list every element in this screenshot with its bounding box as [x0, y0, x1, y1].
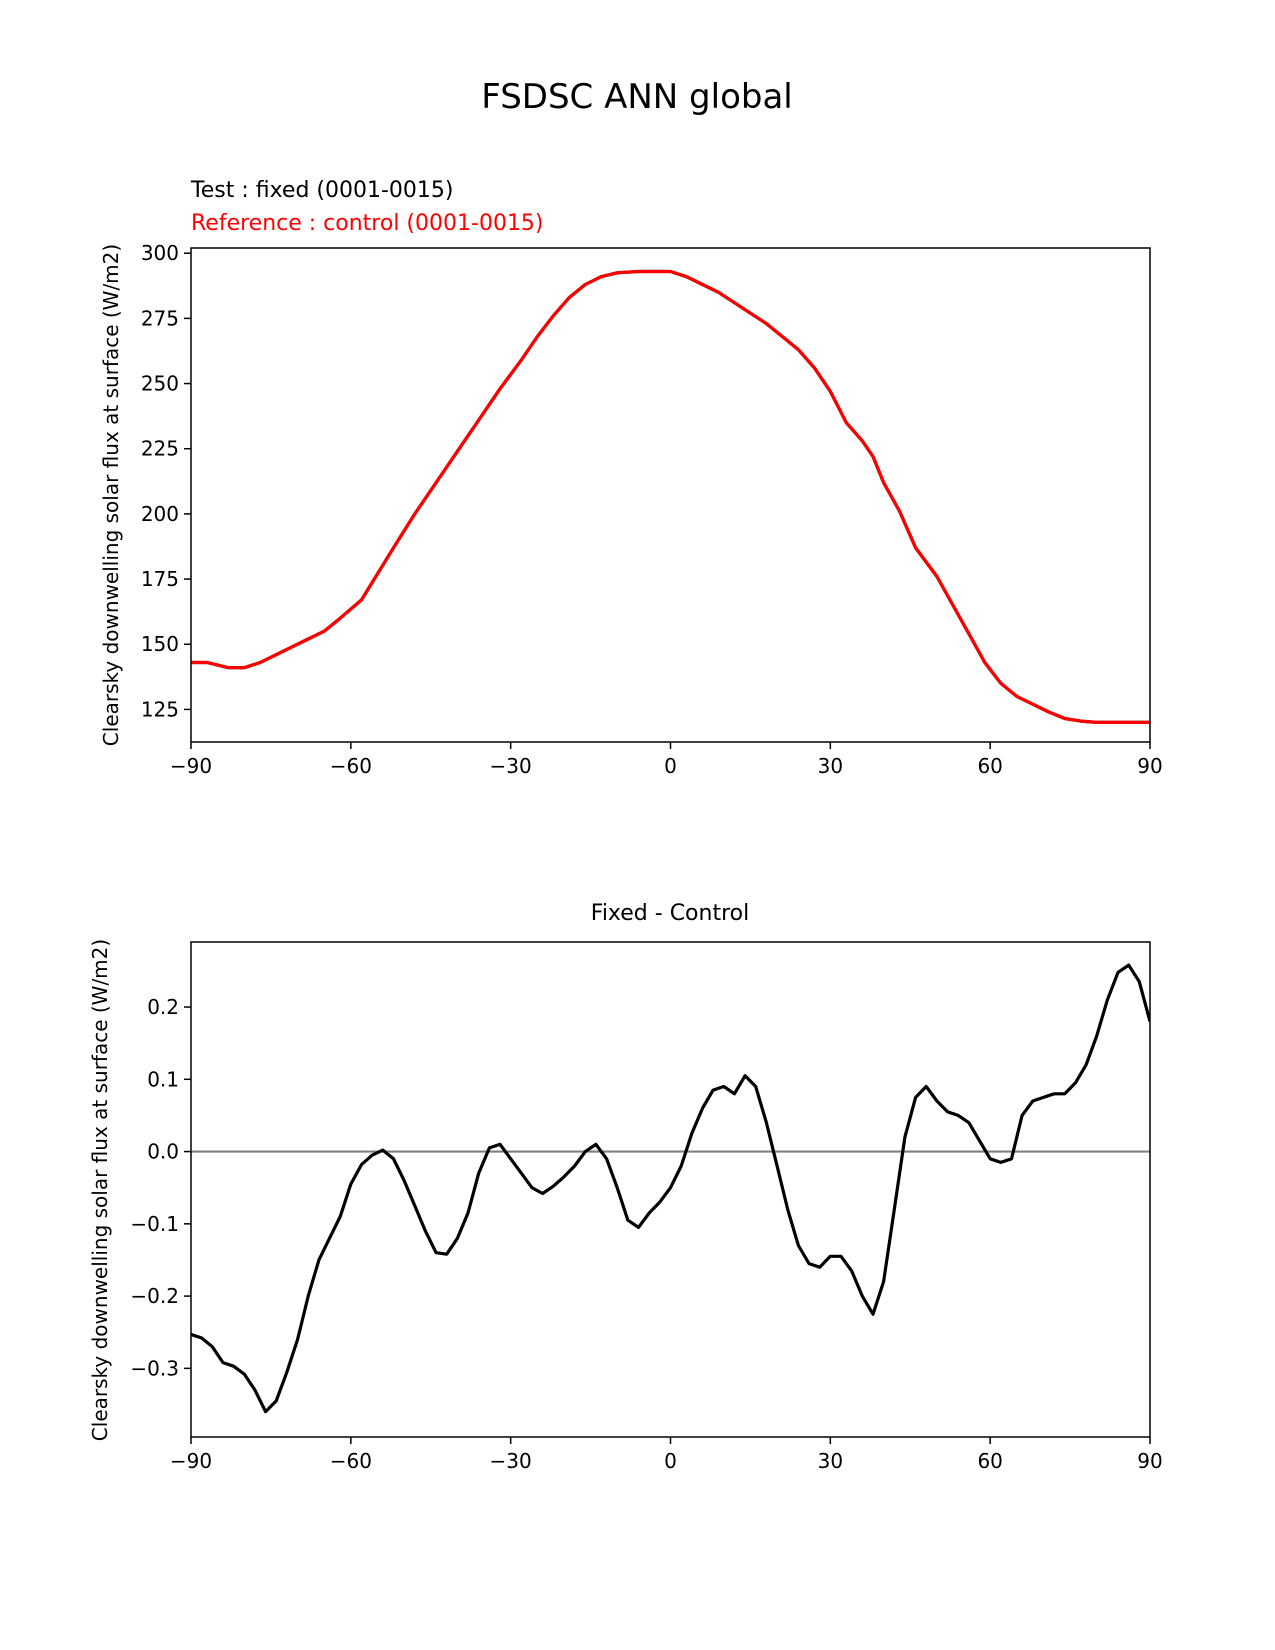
- top-y-tick-label: 175: [141, 567, 179, 591]
- top-y-tick-label: 300: [141, 241, 179, 265]
- top-x-tick-label: −30: [490, 754, 532, 778]
- bottom-y-tick-label: 0.2: [147, 995, 179, 1019]
- top-y-tick-label: 125: [141, 697, 179, 721]
- top-y-axis-label: Clearsky downwelling solar flux at surfa…: [99, 244, 123, 746]
- bottom-plot-title: Fixed - Control: [591, 901, 749, 926]
- figure-title: FSDSC ANN global: [481, 77, 792, 117]
- top-y-tick-label: 200: [141, 502, 179, 526]
- top-y-tick-label: 250: [141, 372, 179, 396]
- top-plot-area: −90 −60 −30 0 30 60 90 125 150 175 200 225 250 275 300: [141, 241, 1163, 778]
- top-y-tick-label: 150: [141, 632, 179, 656]
- bottom-x-tick-label: 0: [664, 1449, 677, 1473]
- bottom-y-tick-label: 0.1: [147, 1067, 179, 1091]
- top-x-tick-label: 90: [1137, 754, 1162, 778]
- bottom-x-tick-label: 30: [818, 1449, 843, 1473]
- bottom-panel: Fixed - Control −90 −60 −30 0 30 60 90 −0.3 −0.2…: [88, 901, 1163, 1473]
- top-series-line-2: [191, 269, 1150, 725]
- top-axes-frame: [190, 247, 1151, 743]
- legend-test: Test : fixed (0001-0015): [190, 178, 454, 203]
- bottom-x-tick-label: 60: [977, 1449, 1002, 1473]
- top-y-tick-label: 225: [141, 437, 179, 461]
- top-x-tick-label: −90: [170, 754, 212, 778]
- bottom-y-tick-label: 0.0: [147, 1140, 179, 1164]
- top-series-line-1: [191, 269, 1150, 725]
- legend-reference: Reference : control (0001-0015): [191, 211, 544, 236]
- bottom-y-tick-label: −0.1: [130, 1212, 179, 1236]
- top-x-tick-label: 0: [664, 754, 677, 778]
- bottom-y-tick-label: −0.2: [130, 1284, 179, 1308]
- bottom-series-line-1: [191, 963, 1150, 1414]
- bottom-plot-area: −90 −60 −30 0 30 60 90 −0.3 −0.2 −0.1 0.0 0.1 0.2: [130, 941, 1163, 1473]
- bottom-x-tick-label: 90: [1137, 1449, 1162, 1473]
- bottom-x-tick-label: −30: [490, 1449, 532, 1473]
- top-x-tick-label: 60: [977, 754, 1002, 778]
- bottom-x-tick-label: −60: [330, 1449, 372, 1473]
- top-x-tick-label: 30: [818, 754, 843, 778]
- bottom-axes-frame: [190, 941, 1151, 1438]
- top-x-tick-label: −60: [330, 754, 372, 778]
- top-panel: Test : fixed (0001-0015) Reference : con…: [99, 178, 1163, 778]
- top-y-tick-label: 275: [141, 306, 179, 330]
- bottom-x-tick-label: −90: [170, 1449, 212, 1473]
- bottom-y-tick-label: −0.3: [130, 1356, 179, 1380]
- bottom-y-axis-label: Clearsky downwelling solar flux at surfa…: [88, 939, 112, 1441]
